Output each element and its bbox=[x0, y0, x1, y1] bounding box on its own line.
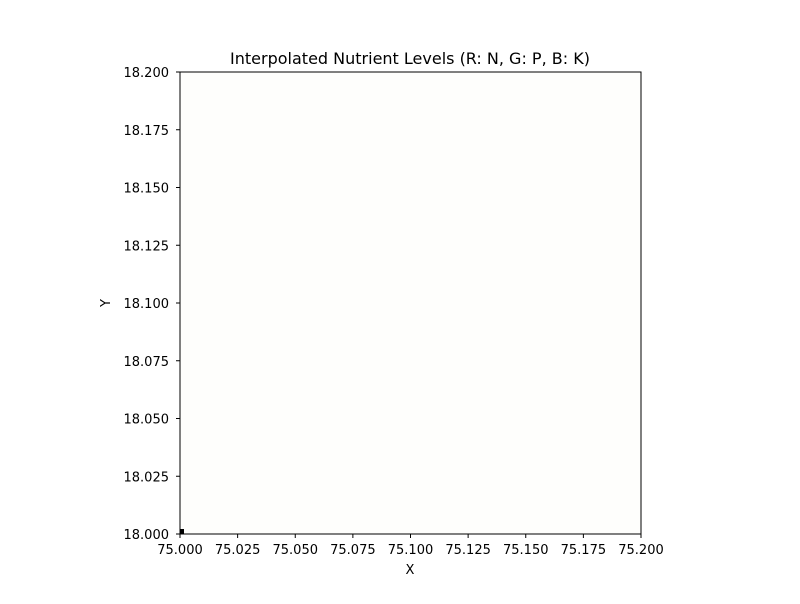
y-axis-label: Y bbox=[99, 299, 114, 308]
y-tick-label: 18.150 bbox=[124, 182, 170, 197]
y-tick-label: 18.000 bbox=[124, 528, 170, 543]
y-tick-label: 18.125 bbox=[124, 239, 170, 254]
x-tick-label: 75.025 bbox=[215, 543, 261, 558]
y-tick-label: 18.200 bbox=[124, 66, 170, 81]
x-axis-label: X bbox=[406, 563, 415, 578]
x-tick-label: 75.175 bbox=[561, 543, 607, 558]
y-axis-ticks: 18.000 18.025 18.050 18.075 18.100 18.125 18.1… bbox=[124, 66, 180, 543]
heatmap-field bbox=[180, 72, 641, 534]
x-tick-label: 75.200 bbox=[618, 543, 664, 558]
x-tick-label: 75.125 bbox=[445, 543, 491, 558]
y-tick-label: 18.025 bbox=[124, 470, 170, 485]
y-tick-label: 18.100 bbox=[124, 297, 170, 312]
low-value-cell bbox=[180, 529, 184, 534]
chart-title: Interpolated Nutrient Levels (R: N, G: P… bbox=[230, 49, 590, 68]
x-axis-ticks: 75.000 75.025 75.050 75.075 75.100 75.125 75.1… bbox=[157, 534, 664, 558]
x-tick-label: 75.100 bbox=[388, 543, 434, 558]
y-tick-label: 18.075 bbox=[124, 355, 170, 370]
x-tick-label: 75.000 bbox=[157, 543, 203, 558]
y-tick-label: 18.050 bbox=[124, 413, 170, 428]
x-tick-label: 75.075 bbox=[330, 543, 376, 558]
x-tick-label: 75.050 bbox=[273, 543, 319, 558]
x-tick-label: 75.150 bbox=[503, 543, 549, 558]
y-tick-label: 18.175 bbox=[124, 124, 170, 139]
